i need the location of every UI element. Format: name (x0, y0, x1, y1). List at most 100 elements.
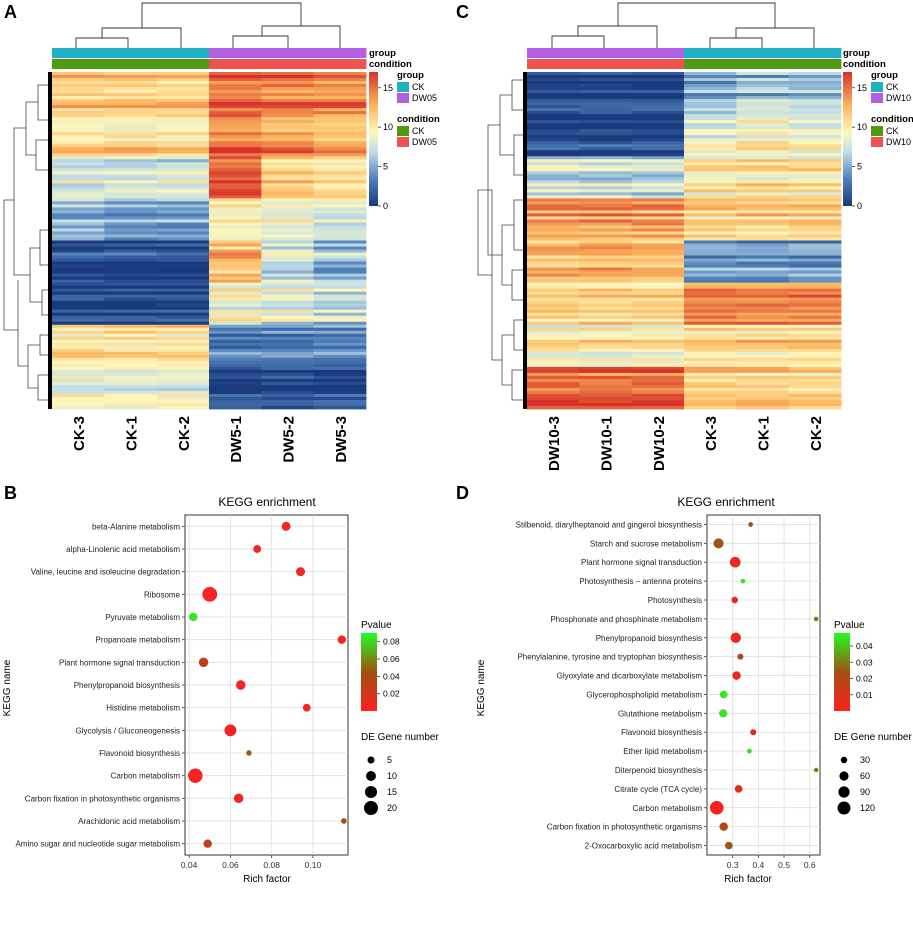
heatmap-cell (156, 387, 210, 392)
heatmap-cell (52, 318, 105, 323)
heatmap-cell (104, 108, 158, 112)
heatmap-cell (313, 219, 367, 223)
heatmap-cell (313, 123, 367, 127)
heatmap-cell (52, 279, 105, 284)
heatmap-cell (736, 258, 790, 262)
heatmap-cell (261, 204, 315, 208)
group-annotation-cell (631, 48, 685, 58)
heatmap-cell (313, 378, 367, 383)
heatmap-cell (788, 126, 842, 130)
heatmap-cell (579, 174, 633, 178)
heatmap-cell (579, 177, 633, 181)
heatmap-cell (579, 261, 633, 265)
heatmap-cell (313, 267, 367, 271)
heatmap-cell (684, 324, 737, 329)
heatmap-cell (684, 75, 737, 79)
heatmap-cell (261, 135, 315, 139)
heatmap-cell (736, 90, 790, 94)
heatmap-cell (156, 390, 210, 395)
heatmap-cell (156, 96, 210, 100)
heatmap-cell (104, 321, 158, 326)
heatmap-cell (261, 282, 315, 287)
heatmap-cell (52, 225, 105, 229)
heatmap-cell (631, 375, 685, 380)
heatmap-cell (156, 243, 210, 247)
heatmap-cell (736, 381, 790, 386)
heatmap-cell (104, 120, 158, 124)
heatmap-cell (631, 354, 685, 359)
heatmap-cell (313, 171, 367, 175)
heatmap-cell (209, 357, 262, 362)
heatmap-cell (104, 351, 158, 356)
heatmap-cell (104, 144, 158, 148)
term-label: Carbon fixation in photosynthetic organi… (547, 823, 702, 832)
heatmap-cell (684, 249, 737, 253)
enrichment-point (734, 784, 743, 793)
heatmap-cell (261, 171, 315, 175)
heatmap-cell (788, 102, 842, 106)
heatmap-cell (156, 342, 210, 347)
heatmap-cell (209, 75, 262, 79)
heatmap-cell (104, 393, 158, 398)
heatmap-cell (788, 180, 842, 184)
heatmap-cell (684, 132, 737, 136)
heatmap-cell (684, 147, 737, 151)
heatmap-cell (527, 195, 580, 199)
heatmap-cell (631, 294, 685, 299)
heatmap-cell (104, 378, 158, 383)
heatmap-cell (261, 213, 315, 217)
heatmap-cell (788, 123, 842, 127)
heatmap-cell (313, 156, 367, 160)
heatmap-cell (156, 282, 210, 287)
heatmap-cell (209, 372, 262, 377)
heatmap-cell (209, 282, 262, 287)
heatmap-cell (527, 321, 580, 326)
heatmap-cell (261, 141, 315, 145)
heatmap-cell (631, 288, 685, 293)
heatmap-cell (736, 180, 790, 184)
heatmap-cell (788, 318, 842, 323)
heatmap-cell (631, 123, 685, 127)
heatmap-cell (788, 309, 842, 314)
column-label: CK-3 (703, 416, 720, 451)
pvalue-tick-label: 0.08 (383, 637, 400, 647)
panel-d-ylabel: KEGG name (476, 659, 487, 716)
heatmap-cell (313, 249, 367, 253)
heatmap-cell (736, 252, 790, 256)
enrichment-point (713, 538, 724, 549)
heatmap-cell (52, 183, 105, 187)
heatmap-cell (684, 138, 737, 142)
heatmap-cell (313, 240, 367, 244)
heatmap-cell (631, 339, 685, 344)
heatmap-cell (156, 108, 210, 112)
heatmap-cell (156, 318, 210, 323)
heatmap-cell (736, 393, 790, 398)
heatmap-cell (156, 117, 210, 121)
heatmap-cell (527, 228, 580, 232)
heatmap-cell (104, 231, 158, 235)
heatmap-cell (261, 195, 315, 199)
heatmap-cell (104, 306, 158, 311)
heatmap-cell (156, 267, 210, 271)
heatmap-cell (104, 405, 158, 410)
heatmap-cell (527, 330, 580, 335)
heatmap-cell (736, 108, 790, 112)
heatmap-cell (579, 345, 633, 350)
heatmap-cell (527, 192, 580, 196)
heatmap-cell (52, 132, 105, 136)
heatmap-cell (788, 234, 842, 238)
heatmap-cell (209, 267, 262, 271)
heatmap-cell (579, 306, 633, 311)
heatmap-cell (104, 117, 158, 121)
heatmap-cell (579, 207, 633, 211)
enrichment-point (203, 839, 213, 849)
heatmap-cell (527, 351, 580, 356)
heatmap-cell (736, 264, 790, 268)
heatmap-cell (261, 210, 315, 214)
heatmap-cell (104, 327, 158, 332)
heatmap-cell (156, 270, 210, 274)
heatmap-cell (736, 390, 790, 395)
